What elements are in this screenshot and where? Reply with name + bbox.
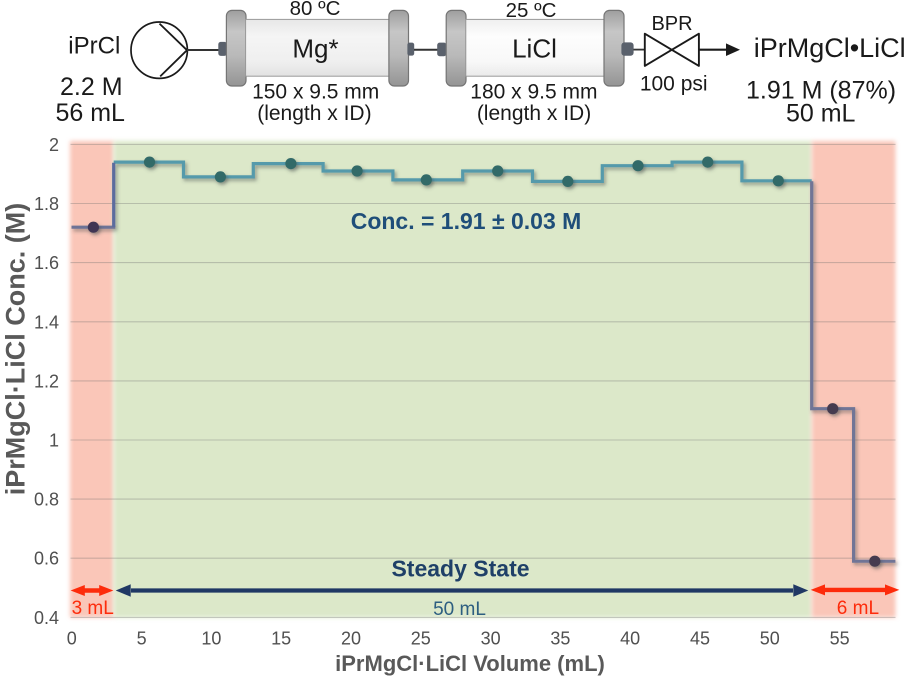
svg-text:1.91 M (87%): 1.91 M (87%) bbox=[746, 77, 896, 105]
svg-text:25 ºC: 25 ºC bbox=[506, 0, 557, 22]
svg-text:20: 20 bbox=[341, 629, 361, 649]
svg-text:5: 5 bbox=[137, 629, 147, 649]
svg-text:1.2: 1.2 bbox=[34, 371, 59, 391]
svg-text:iPrCl: iPrCl bbox=[68, 33, 120, 60]
svg-text:35: 35 bbox=[550, 629, 570, 649]
svg-text:1.8: 1.8 bbox=[34, 194, 59, 214]
svg-text:100 psi: 100 psi bbox=[640, 72, 708, 95]
svg-text:0: 0 bbox=[67, 629, 77, 649]
svg-text:2.2 M: 2.2 M bbox=[60, 73, 123, 101]
svg-text:30: 30 bbox=[481, 629, 501, 649]
svg-text:1.4: 1.4 bbox=[34, 312, 59, 332]
svg-text:45: 45 bbox=[690, 629, 710, 649]
svg-text:55: 55 bbox=[830, 629, 850, 649]
svg-text:Mg*: Mg* bbox=[292, 33, 338, 63]
svg-text:(length x ID): (length x ID) bbox=[257, 102, 371, 125]
svg-text:BPR: BPR bbox=[651, 13, 692, 35]
svg-text:25: 25 bbox=[411, 629, 431, 649]
svg-text:1.6: 1.6 bbox=[34, 253, 59, 273]
svg-text:iPrMgCl·LiCl Volume (mL): iPrMgCl·LiCl Volume (mL) bbox=[335, 651, 605, 676]
svg-text:3 mL: 3 mL bbox=[72, 598, 114, 619]
svg-text:Conc. = 1.91 ± 0.03 M: Conc. = 1.91 ± 0.03 M bbox=[351, 208, 582, 234]
svg-text:6 mL: 6 mL bbox=[837, 598, 879, 619]
svg-text:iPrMgCl·LiCl Conc. (M): iPrMgCl·LiCl Conc. (M) bbox=[1, 203, 31, 495]
svg-text:50 mL: 50 mL bbox=[786, 100, 856, 128]
svg-text:iPrMgCl•LiCl: iPrMgCl•LiCl bbox=[754, 33, 906, 63]
svg-text:0.4: 0.4 bbox=[34, 608, 59, 628]
svg-text:150 x 9.5 mm: 150 x 9.5 mm bbox=[252, 80, 379, 103]
svg-text:1: 1 bbox=[49, 431, 59, 451]
svg-text:56 mL: 56 mL bbox=[55, 99, 125, 127]
svg-text:Steady State: Steady State bbox=[391, 556, 529, 582]
svg-text:50: 50 bbox=[760, 629, 780, 649]
svg-text:80 ºC: 80 ºC bbox=[290, 0, 341, 20]
svg-text:0.6: 0.6 bbox=[34, 549, 59, 569]
svg-text:0.8: 0.8 bbox=[34, 490, 59, 510]
svg-text:40: 40 bbox=[620, 629, 640, 649]
svg-text:15: 15 bbox=[271, 629, 291, 649]
svg-text:(length x ID): (length x ID) bbox=[477, 102, 591, 125]
svg-text:180 x 9.5 mm: 180 x 9.5 mm bbox=[470, 80, 597, 103]
svg-text:LiCl: LiCl bbox=[512, 33, 557, 63]
svg-text:10: 10 bbox=[201, 629, 221, 649]
svg-text:50 mL: 50 mL bbox=[433, 599, 486, 620]
svg-text:2: 2 bbox=[49, 135, 59, 155]
